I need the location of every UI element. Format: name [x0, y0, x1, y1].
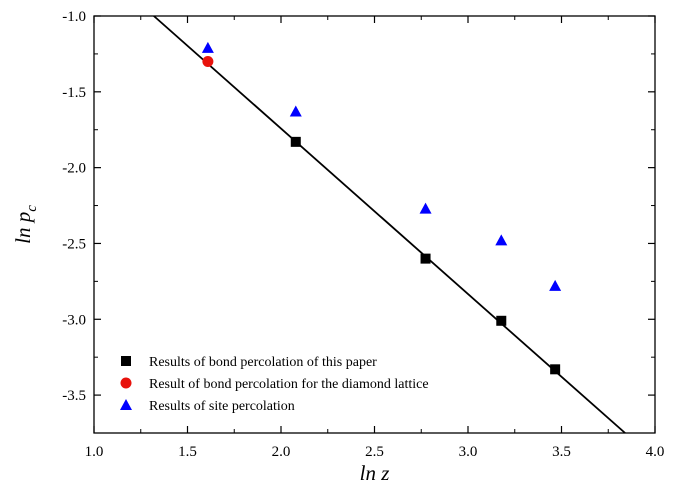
y-tick-label: -2.5 — [62, 236, 86, 252]
x-tick-label: 4.0 — [646, 444, 665, 460]
series-2-point — [201, 41, 214, 53]
fit-line — [153, 15, 626, 434]
legend-label-1: Result of bond percolation for the diamo… — [149, 377, 429, 392]
x-tick-label: 3.5 — [552, 444, 571, 460]
axis-ticks — [93, 15, 656, 434]
x-tick-label: 1.5 — [178, 444, 197, 460]
x-tick-label: 2.0 — [272, 444, 291, 460]
series-0-point — [290, 136, 301, 147]
y-axis-label-main: ln p — [11, 212, 35, 244]
series-2-point — [549, 279, 562, 291]
x-tick-labels: 1.0 1.5 2.0 2.5 3.0 3.5 4.0 — [85, 444, 665, 460]
fit-line-group — [153, 15, 626, 434]
series-0-point — [420, 253, 431, 264]
y-tick-label: -3.0 — [62, 312, 86, 328]
series-2-point — [289, 105, 302, 117]
plot-frame — [93, 15, 656, 434]
y-tick-label: -2.0 — [62, 161, 86, 177]
y-tick-label: -1.5 — [62, 85, 86, 101]
series-0-point — [550, 364, 561, 375]
y-axis-label-subscript: c — [24, 205, 40, 212]
y-axis-label: ln pc — [11, 205, 40, 244]
x-tick-label: 3.0 — [459, 444, 478, 460]
x-tick-label: 2.5 — [365, 444, 384, 460]
series-0-point — [496, 315, 507, 326]
y-tick-label: -3.5 — [62, 388, 86, 404]
legend-marker-0 — [121, 356, 131, 366]
series-2-point — [495, 234, 508, 246]
legend-label-0: Results of bond percolation of this pape… — [149, 355, 377, 370]
x-axis-label: ln z — [360, 461, 390, 485]
legend-label-2: Results of site percolation — [149, 399, 295, 414]
y-tick-label: -1.0 — [62, 9, 86, 25]
series-1-point — [202, 55, 214, 67]
y-tick-labels: -1.0 -1.5 -2.0 -2.5 -3.0 -3.5 — [62, 9, 86, 404]
legend-marker-1 — [120, 377, 132, 389]
legend: Results of bond percolation of this pape… — [120, 355, 429, 414]
series-2-point — [419, 202, 432, 214]
legend-marker-2 — [120, 399, 132, 410]
data-points — [201, 41, 562, 375]
x-tick-label: 1.0 — [85, 444, 104, 460]
